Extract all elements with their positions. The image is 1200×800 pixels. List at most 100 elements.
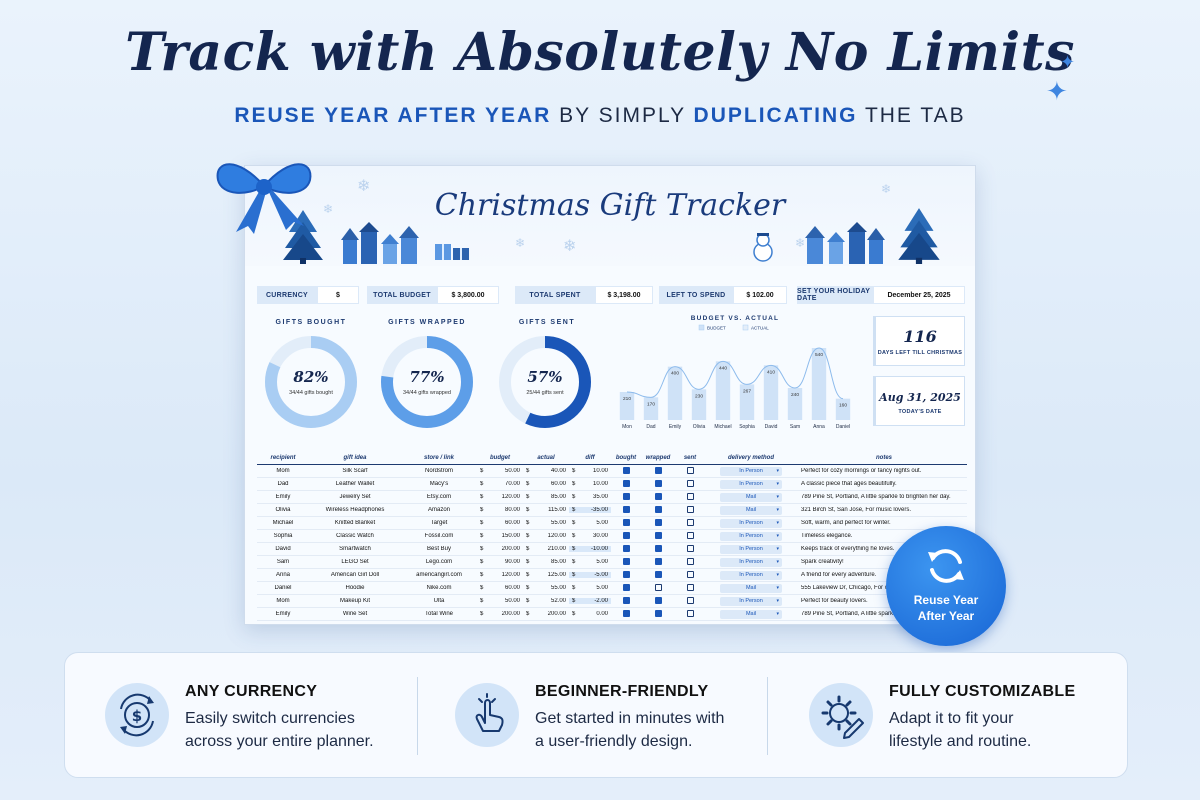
cell-recipient[interactable]: Sophia: [273, 533, 293, 539]
cell-actual[interactable]: $52.00: [523, 598, 569, 604]
delivery-method-select[interactable]: In Person: [720, 544, 782, 554]
delivery-method-select[interactable]: Mail: [720, 609, 782, 619]
cell-notes[interactable]: 555 Lakeview Dr, Chicago, For cozy days: [801, 585, 912, 591]
cell-recipient[interactable]: Anna: [275, 572, 290, 578]
wrapped-checkbox[interactable]: [654, 610, 662, 618]
cell-store-link[interactable]: Total Wine: [424, 611, 453, 617]
cell-gift-idea[interactable]: Wireless Headphones: [325, 507, 385, 513]
cell-store-link[interactable]: americangirl.com: [416, 572, 462, 578]
wrapped-checkbox[interactable]: [654, 532, 662, 540]
wrapped-checkbox[interactable]: [654, 493, 662, 501]
cell-budget[interactable]: $200.00: [477, 546, 523, 552]
wrapped-checkbox[interactable]: [654, 584, 662, 592]
cell-notes[interactable]: Soft, warm, and perfect for winter.: [801, 520, 891, 526]
sent-checkbox[interactable]: [686, 597, 694, 605]
cell-budget[interactable]: $60.00: [477, 520, 523, 526]
cell-actual[interactable]: $210.00: [523, 546, 569, 552]
sent-checkbox[interactable]: [686, 610, 694, 618]
wrapped-checkbox[interactable]: [654, 597, 662, 605]
cell-recipient[interactable]: Emily: [275, 611, 291, 617]
delivery-method-select[interactable]: Mail: [720, 505, 782, 515]
cell-notes[interactable]: Perfect for cozy mornings or fancy night…: [801, 468, 922, 474]
delivery-method-select[interactable]: In Person: [720, 596, 782, 606]
wrapped-checkbox[interactable]: [654, 545, 662, 553]
cell-store-link[interactable]: Nike.com: [426, 585, 452, 591]
cell-gift-idea[interactable]: Wine Set: [342, 611, 368, 617]
cell-actual[interactable]: $40.00: [523, 468, 569, 474]
delivery-method-select[interactable]: In Person: [720, 557, 782, 567]
cell-recipient[interactable]: Michael: [272, 520, 294, 526]
bought-checkbox[interactable]: [622, 519, 630, 527]
cell-actual[interactable]: $85.00: [523, 494, 569, 500]
sent-checkbox[interactable]: [686, 545, 694, 553]
cell-gift-idea[interactable]: American Girl Doll: [330, 572, 380, 578]
cell-budget[interactable]: $200.00: [477, 611, 523, 617]
cell-actual[interactable]: $55.00: [523, 585, 569, 591]
cell-notes[interactable]: A classic piece that ages beautifully.: [801, 481, 897, 487]
cell-gift-idea[interactable]: Jewelry Set: [339, 494, 371, 500]
delivery-method-select[interactable]: In Person: [720, 531, 782, 541]
cell-budget[interactable]: $120.00: [477, 572, 523, 578]
cell-gift-idea[interactable]: Makeup Kit: [339, 598, 370, 604]
wrapped-checkbox[interactable]: [654, 480, 662, 488]
cell-actual[interactable]: $60.00: [523, 481, 569, 487]
wrapped-checkbox[interactable]: [654, 571, 662, 579]
bought-checkbox[interactable]: [622, 493, 630, 501]
delivery-method-select[interactable]: In Person: [720, 570, 782, 580]
bought-checkbox[interactable]: [622, 467, 630, 475]
cell-notes[interactable]: Perfect for beauty lovers.: [801, 598, 868, 604]
bought-checkbox[interactable]: [622, 545, 630, 553]
total-budget-field[interactable]: $ 3,800.00: [437, 286, 499, 304]
cell-budget[interactable]: $70.00: [477, 481, 523, 487]
wrapped-checkbox[interactable]: [654, 519, 662, 527]
sent-checkbox[interactable]: [686, 493, 694, 501]
cell-notes[interactable]: Timeless elegance.: [801, 533, 853, 539]
cell-notes[interactable]: 789 Pine St, Portland, A little sparkle …: [801, 494, 951, 500]
delivery-method-select[interactable]: Mail: [720, 492, 782, 502]
bought-checkbox[interactable]: [622, 597, 630, 605]
cell-notes[interactable]: Spark creativity!: [801, 559, 844, 565]
cell-store-link[interactable]: Fossil.com: [424, 533, 454, 539]
sent-checkbox[interactable]: [686, 584, 694, 592]
cell-recipient[interactable]: Sam: [276, 559, 290, 565]
delivery-method-select[interactable]: In Person: [720, 479, 782, 489]
cell-actual[interactable]: $120.00: [523, 533, 569, 539]
cell-store-link[interactable]: Best Buy: [426, 546, 451, 552]
cell-recipient[interactable]: Dad: [277, 481, 289, 487]
cell-budget[interactable]: $60.00: [477, 585, 523, 591]
sent-checkbox[interactable]: [686, 571, 694, 579]
cell-recipient[interactable]: Olivia: [275, 507, 291, 513]
cell-recipient[interactable]: Daniel: [274, 585, 292, 591]
cell-gift-idea[interactable]: Smartwatch: [339, 546, 371, 552]
cell-actual[interactable]: $115.00: [523, 507, 569, 513]
cell-recipient[interactable]: Emily: [275, 494, 291, 500]
cell-recipient[interactable]: Mom: [276, 598, 290, 604]
cell-budget[interactable]: $120.00: [477, 494, 523, 500]
cell-gift-idea[interactable]: Silk Scarf: [342, 468, 368, 474]
delivery-method-select[interactable]: In Person: [720, 518, 782, 528]
cell-gift-idea[interactable]: Classic Watch: [336, 533, 374, 539]
cell-gift-idea[interactable]: LEGO Set: [341, 559, 369, 565]
cell-actual[interactable]: $85.00: [523, 559, 569, 565]
delivery-method-select[interactable]: In Person: [720, 466, 782, 476]
cell-recipient[interactable]: David: [275, 546, 291, 552]
currency-select[interactable]: $: [317, 286, 359, 304]
cell-budget[interactable]: $50.00: [477, 598, 523, 604]
cell-store-link[interactable]: Lego.com: [425, 559, 453, 565]
bought-checkbox[interactable]: [622, 571, 630, 579]
bought-checkbox[interactable]: [622, 532, 630, 540]
sent-checkbox[interactable]: [686, 519, 694, 527]
sent-checkbox[interactable]: [686, 467, 694, 475]
cell-budget[interactable]: $50.00: [477, 468, 523, 474]
cell-actual[interactable]: $200.00: [523, 611, 569, 617]
wrapped-checkbox[interactable]: [654, 506, 662, 514]
bought-checkbox[interactable]: [622, 584, 630, 592]
sent-checkbox[interactable]: [686, 480, 694, 488]
cell-gift-idea[interactable]: Knitted Blanket: [334, 520, 376, 526]
cell-gift-idea[interactable]: Leather Wallet: [335, 481, 375, 487]
cell-store-link[interactable]: Ulta: [433, 598, 445, 604]
cell-store-link[interactable]: Nordstrom: [424, 468, 453, 474]
holiday-date-field[interactable]: December 25, 2025: [873, 286, 965, 304]
cell-store-link[interactable]: Target: [430, 520, 448, 526]
cell-recipient[interactable]: Mom: [276, 468, 290, 474]
